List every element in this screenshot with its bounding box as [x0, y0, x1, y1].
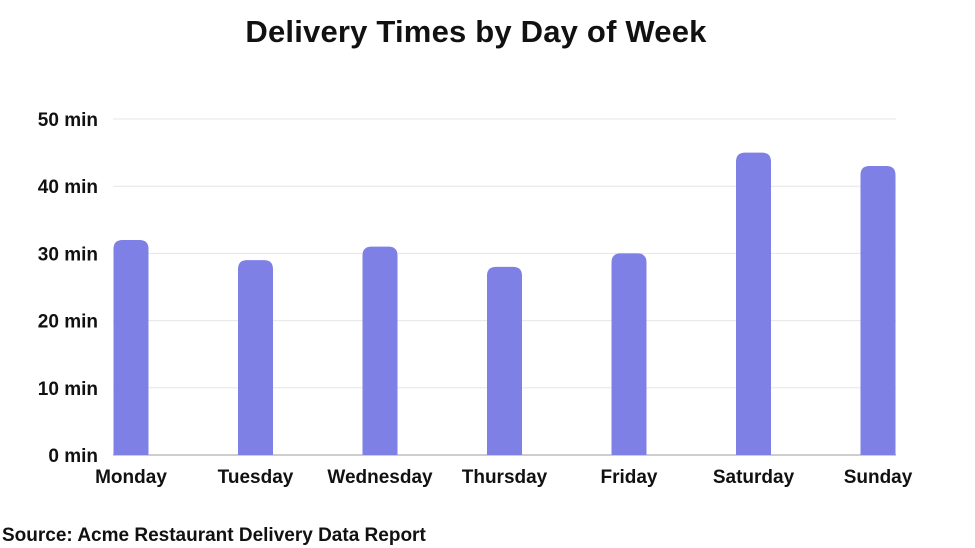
x-tick-label: Sunday — [844, 467, 913, 488]
y-tick-label: 20 min — [38, 312, 98, 333]
chart-title: Delivery Times by Day of Week — [245, 14, 707, 49]
bar-friday — [611, 253, 647, 455]
x-tick-label: Monday — [95, 467, 167, 488]
x-tick-label: Friday — [600, 467, 657, 488]
bars — [113, 152, 896, 456]
bar-saturday — [736, 152, 771, 455]
x-axis-labels: Monday Tuesday Wednesday Thursday Friday Satu… — [95, 467, 913, 488]
bar-sunday — [860, 166, 896, 456]
y-tick-label: 40 min — [38, 177, 98, 198]
x-tick-label: Saturday — [713, 467, 795, 488]
y-axis-ticks: 0 min 10 min 20 min 30 min 40 min 50 min — [38, 110, 98, 467]
bar-tuesday — [238, 260, 273, 455]
y-tick-label: 30 min — [38, 244, 98, 265]
bar-monday — [113, 239, 149, 455]
bar-thursday — [487, 266, 522, 455]
y-tick-label: 0 min — [48, 446, 98, 467]
x-tick-label: Tuesday — [218, 467, 294, 488]
source-note: Source: Acme Restaurant Delivery Data Re… — [2, 525, 426, 546]
y-tick-label: 10 min — [38, 379, 98, 400]
x-tick-label: Thursday — [462, 467, 548, 488]
x-tick-label: Wednesday — [327, 467, 433, 488]
y-tick-label: 50 min — [38, 110, 98, 131]
bar-wednesday — [362, 246, 398, 455]
